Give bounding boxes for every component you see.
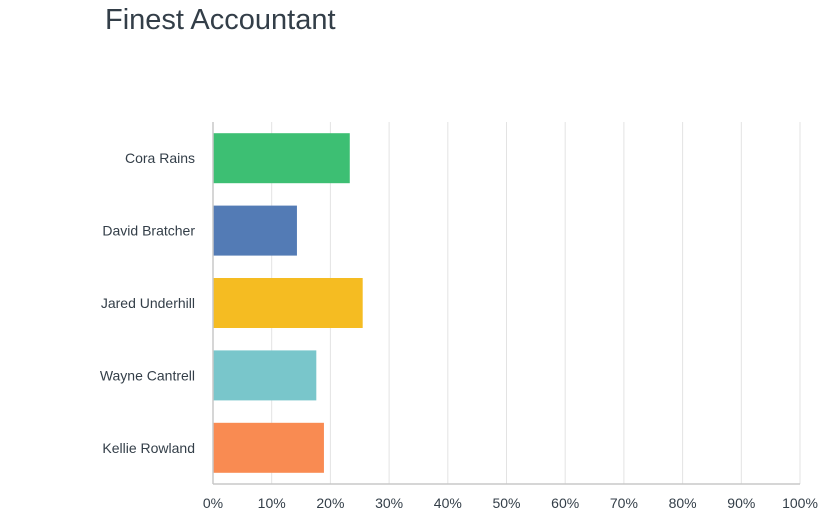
category-label: Cora Rains	[125, 150, 195, 166]
category-label: David Bratcher	[102, 223, 195, 239]
x-tick-label: 60%	[551, 495, 579, 511]
bars	[213, 133, 363, 473]
x-tick-label: 100%	[782, 495, 818, 511]
bar[interactable]	[213, 205, 297, 256]
category-label: Jared Underhill	[101, 295, 195, 311]
bar[interactable]	[213, 278, 363, 328]
chart-title: Finest Accountant	[105, 4, 336, 36]
bar[interactable]	[213, 422, 324, 473]
x-tick-label: 70%	[610, 495, 638, 511]
x-tick-label: 20%	[316, 495, 344, 511]
x-tick-label: 80%	[669, 495, 697, 511]
x-tick-label: 0%	[203, 495, 223, 511]
x-tick-label: 30%	[375, 495, 403, 511]
x-tick-labels: 0% 10% 20% 30% 40% 50% 60% 70% 80% 90% 100%	[203, 495, 818, 511]
x-tick-label: 50%	[492, 495, 520, 511]
x-tick-label: 10%	[258, 495, 286, 511]
bar[interactable]	[213, 133, 350, 184]
axes	[212, 122, 800, 485]
bar[interactable]	[213, 350, 317, 401]
x-tick-label: 90%	[727, 495, 755, 511]
category-label: Kellie Rowland	[102, 440, 195, 456]
x-tick-label: 40%	[434, 495, 462, 511]
category-label: Wayne Cantrell	[100, 367, 195, 383]
category-labels: Cora Rains David Bratcher Jared Underhill W…	[100, 150, 196, 456]
